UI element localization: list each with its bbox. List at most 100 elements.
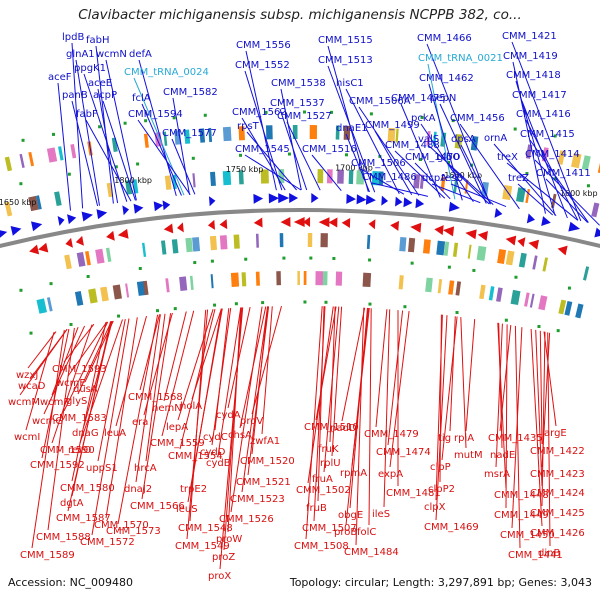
reverse-gene-arrow — [434, 225, 444, 236]
pseudogene-dot — [210, 259, 214, 263]
forward-gene-label: CMM_1488 — [385, 140, 440, 151]
forward-gene-arrow — [289, 193, 299, 204]
kbp-tick-label: 1750 kbp — [226, 165, 264, 174]
reverse-gene-label: nadD — [330, 423, 357, 434]
gene-leader-line — [327, 65, 376, 193]
feature-block — [192, 173, 196, 188]
gene-leader-line — [311, 154, 342, 192]
forward-gene-label: lpdB — [62, 32, 84, 43]
feature-block — [425, 277, 433, 293]
feature-block — [125, 283, 130, 298]
gene-leader-line — [286, 121, 321, 191]
reverse-gene-label: clpX — [424, 502, 446, 513]
reverse-gene-label: CMM_1449 — [494, 510, 549, 521]
pseudogene-dot — [586, 184, 590, 188]
reverse-gene-label: leuA — [104, 428, 126, 439]
forward-gene-arrow — [448, 201, 460, 212]
gene-leader-line — [115, 315, 147, 427]
feature-block — [219, 235, 228, 250]
pseudogene-dot — [368, 258, 372, 262]
pseudogene-dot — [344, 153, 348, 157]
feature-block — [36, 195, 42, 210]
feature-block — [571, 152, 582, 169]
forward-gene-label: wcmN — [96, 49, 127, 60]
reverse-gene-label: proW — [216, 534, 242, 545]
reverse-gene-label: CMM_1526 — [219, 514, 274, 525]
feature-block — [76, 252, 86, 267]
gene-leader-line — [506, 162, 579, 221]
pseudogene-dot — [244, 257, 248, 261]
reverse-gene-label: msrA — [484, 469, 510, 480]
feature-block — [525, 188, 531, 204]
pseudogene-dot — [368, 302, 372, 306]
gene-leader-line — [331, 306, 343, 457]
reverse-gene-label: CMM_1520 — [240, 456, 295, 467]
feature-block — [222, 170, 232, 186]
pseudogene-dot — [193, 261, 197, 265]
pseudogene-dot — [329, 110, 333, 114]
feature-block — [199, 128, 206, 143]
forward-gene-arrow — [153, 201, 164, 212]
reverse-gene-label: rpmA — [340, 468, 367, 479]
feature-block — [362, 272, 372, 288]
forward-gene-label: CMM_1466 — [417, 33, 472, 44]
forward-gene-label: CMM_1475 — [391, 93, 446, 104]
pseudogene-dot — [309, 256, 313, 260]
forward-gene-label: aceE — [88, 78, 112, 89]
gene-leader-line — [217, 307, 242, 457]
gene-leader-line — [327, 45, 369, 192]
feature-block — [179, 276, 188, 291]
gene-leader-line — [51, 324, 93, 444]
gene-leader-line — [539, 330, 543, 445]
feature-block — [58, 146, 64, 161]
pseudogene-dot — [69, 322, 73, 326]
reverse-gene-label: dnaJ2 — [124, 484, 152, 495]
feature-block — [524, 292, 530, 307]
gene-leader-line — [426, 43, 491, 205]
pseudogene-dot — [420, 115, 424, 119]
kbp-tick-label: 1600 kbp — [560, 189, 598, 198]
gene-leader-line — [547, 332, 551, 547]
pseudogene-dot — [51, 132, 55, 136]
feature-block — [387, 127, 396, 143]
feature-block — [564, 300, 573, 316]
reverse-gene-label: cydC — [203, 432, 228, 443]
forward-gene-label: CMM_1470 — [405, 152, 460, 163]
gene-leader-line — [75, 59, 100, 206]
forward-gene-arrow — [415, 198, 425, 209]
reverse-gene-label: hemN — [152, 403, 182, 414]
gene-leader-line — [514, 325, 521, 549]
pseudogene-dot — [144, 119, 148, 123]
reverse-gene-label: cydA — [216, 410, 241, 421]
reverse-gene-label: CMM_1450 — [500, 530, 555, 541]
feature-block — [28, 151, 35, 167]
forward-gene-label: CMM_1418 — [506, 70, 561, 81]
reverse-gene-label: holA — [180, 401, 202, 412]
feature-block — [335, 125, 340, 140]
pseudogene-dot — [472, 268, 476, 272]
pseudogene-dot — [173, 307, 177, 311]
forward-gene-label: glnA1 — [66, 49, 95, 60]
gene-leader-line — [355, 307, 365, 546]
pseudogene-dot — [29, 331, 33, 335]
feature-block — [322, 271, 328, 286]
gene-leader-line — [97, 88, 119, 204]
reverse-gene-label: CMM_1548 — [178, 523, 233, 534]
feature-block — [70, 143, 77, 159]
forward-gene-label: treX — [497, 152, 518, 163]
feature-block — [4, 156, 13, 172]
reverse-gene-arrow — [280, 216, 291, 227]
reverse-gene-label: wcmI — [14, 432, 40, 443]
feature-block — [505, 250, 515, 266]
cog-track-inner-forward — [4, 169, 600, 218]
gene-leader-line — [19, 329, 68, 396]
feature-block — [297, 270, 300, 286]
reverse-gene-label: leuS — [176, 504, 198, 515]
reverse-gene-arrow — [106, 230, 115, 241]
reverse-gene-label: CMM_1570 — [94, 520, 149, 531]
reverse-gene-label: CMM_1510 — [304, 422, 359, 433]
forward-gene-label: CMM_1594 — [128, 109, 183, 120]
forward-gene-label: CMM_1411 — [536, 168, 591, 179]
feature-block — [366, 234, 371, 249]
pseudogene-dot — [514, 275, 518, 279]
